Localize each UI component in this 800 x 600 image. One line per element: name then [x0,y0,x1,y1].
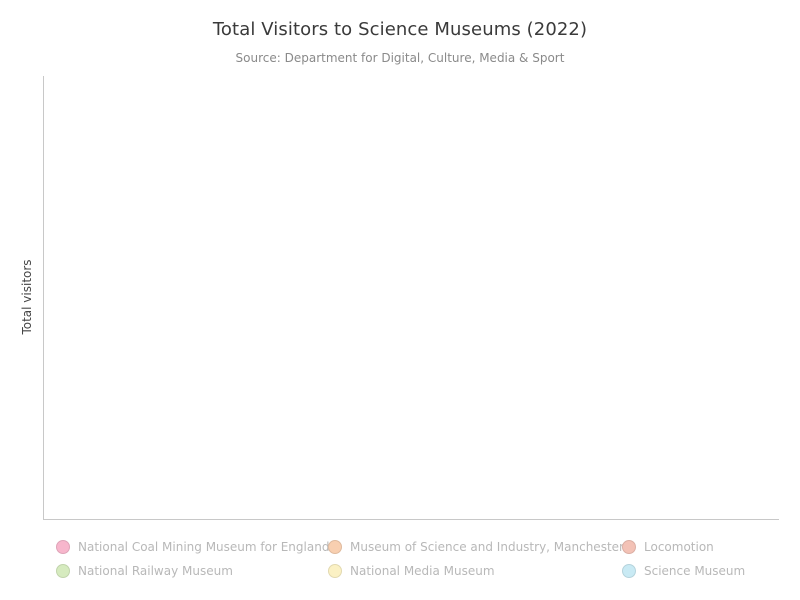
legend-item[interactable]: Locomotion [622,538,714,556]
x-axis-line [43,519,779,520]
legend-label: Science Museum [644,564,746,578]
legend-swatch-icon [56,564,70,578]
legend-item[interactable]: Museum of Science and Industry, Manchest… [328,538,624,556]
legend-label: National Coal Mining Museum for England [78,540,330,554]
legend-swatch-icon [622,540,636,554]
legend-item[interactable]: National Coal Mining Museum for England [56,538,329,556]
y-axis-label: Total visitors [20,259,34,335]
plot-area [43,76,779,520]
legend-label: Locomotion [644,540,714,554]
legend-swatch-icon [328,540,342,554]
chart-subtitle: Source: Department for Digital, Culture,… [235,51,565,65]
legend-swatch-icon [622,564,636,578]
legend-label: National Railway Museum [78,564,233,578]
legend-swatch-icon [328,564,342,578]
legend-item[interactable]: National Railway Museum [56,562,233,580]
legend-label: National Media Museum [350,564,495,578]
legend-label: Museum of Science and Industry, Manchest… [350,540,624,554]
legend-swatch-icon [56,540,70,554]
legend-item[interactable]: Science Museum [622,562,745,580]
y-axis-line [43,76,44,520]
chart-title: Total Visitors to Science Museums (2022) [212,19,588,40]
legend-item[interactable]: National Media Museum [328,562,495,580]
